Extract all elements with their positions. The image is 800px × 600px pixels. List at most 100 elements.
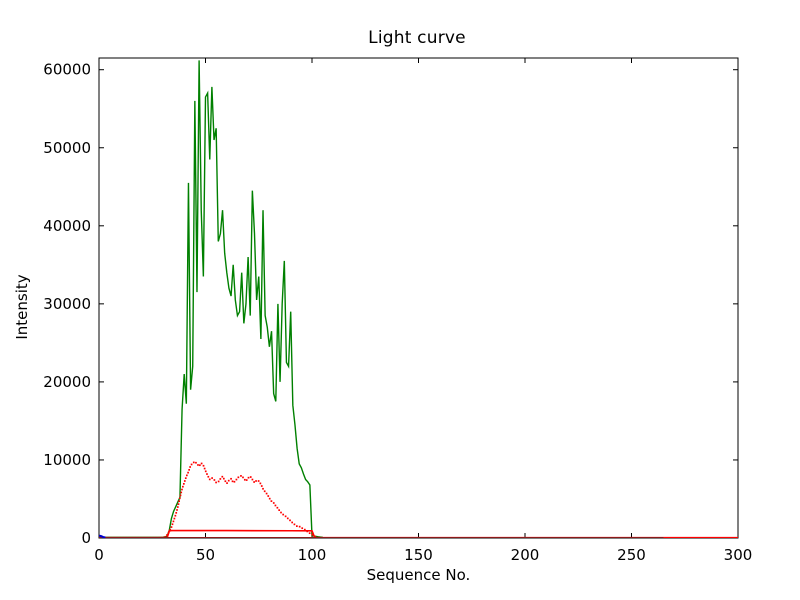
data-dot xyxy=(253,481,255,483)
data-dot xyxy=(303,528,306,531)
chart-title: Light curve xyxy=(0,28,800,48)
data-dot xyxy=(272,502,275,504)
data-dot xyxy=(298,525,301,528)
data-dot xyxy=(257,480,260,482)
y-tick-label: 60000 xyxy=(43,61,91,79)
data-dot xyxy=(262,487,264,490)
data-dot xyxy=(172,520,175,523)
data-dot xyxy=(171,523,174,526)
data-dot xyxy=(224,480,227,483)
data-dot xyxy=(284,515,287,518)
data-dot xyxy=(237,476,240,479)
data-dot xyxy=(243,478,246,481)
data-dot xyxy=(184,477,187,480)
data-dot xyxy=(176,509,178,511)
data-dot xyxy=(182,485,184,488)
data-dot xyxy=(213,479,216,481)
series-red-solid-step xyxy=(99,529,738,538)
data-dot xyxy=(291,521,294,524)
data-dot xyxy=(170,526,173,528)
x-tick-label: 100 xyxy=(298,546,327,564)
data-dot xyxy=(166,534,168,536)
data-dot xyxy=(311,533,314,536)
data-dot xyxy=(240,475,242,477)
data-dot xyxy=(251,478,254,481)
data-dot xyxy=(276,506,279,509)
data-dot xyxy=(182,482,185,485)
y-tick-label: 40000 xyxy=(43,217,91,235)
data-dot xyxy=(176,506,179,508)
x-tick-label: 200 xyxy=(511,546,540,564)
data-dot xyxy=(267,495,270,497)
y-axis-label: Intensity xyxy=(13,274,31,340)
data-dot xyxy=(183,480,186,482)
data-dot xyxy=(245,479,248,481)
data-dot xyxy=(207,475,210,478)
data-dot xyxy=(242,476,244,479)
data-dot xyxy=(195,461,197,464)
y-tick-label: 20000 xyxy=(43,373,91,391)
data-dot xyxy=(178,500,180,503)
data-dot xyxy=(265,492,268,495)
data-dot xyxy=(295,525,298,527)
data-dot xyxy=(247,476,250,479)
data-dot xyxy=(203,467,206,470)
x-tick-label: 0 xyxy=(94,546,104,564)
data-dot xyxy=(301,527,304,530)
x-tick-label: 250 xyxy=(617,546,646,564)
data-dot xyxy=(174,514,177,517)
data-dot xyxy=(222,477,225,480)
data-dot xyxy=(308,532,311,535)
y-tick-label: 0 xyxy=(81,529,91,547)
data-series-layer xyxy=(99,60,738,538)
x-tick-label: 300 xyxy=(724,546,753,564)
data-dot xyxy=(192,461,195,464)
y-axis-ticks: 0 10000 20000 30000 40000 50000 60000 xyxy=(43,61,738,547)
y-tick-label: 10000 xyxy=(43,451,91,469)
data-dot xyxy=(179,494,182,497)
y-tick-label: 50000 xyxy=(43,139,91,157)
data-dot xyxy=(215,481,217,484)
data-dot xyxy=(280,511,282,514)
data-dot xyxy=(268,497,271,500)
data-dot xyxy=(221,475,224,478)
data-dot xyxy=(188,468,191,471)
data-dot xyxy=(217,480,220,483)
data-dot xyxy=(181,488,183,491)
x-axis-label: Sequence No. xyxy=(366,566,471,584)
data-dot xyxy=(293,523,296,526)
data-dot xyxy=(211,477,213,479)
data-dot xyxy=(260,485,263,487)
data-dot xyxy=(204,470,207,473)
x-tick-label: 50 xyxy=(196,546,215,564)
x-axis-ticks: 0 50 100 150 200 250 300 xyxy=(94,58,752,564)
data-dot xyxy=(274,504,277,507)
data-dot xyxy=(227,479,230,482)
data-dot xyxy=(199,464,201,467)
data-dot xyxy=(286,517,289,520)
y-tick-label: 30000 xyxy=(43,295,91,313)
data-dot xyxy=(173,517,176,520)
data-dot xyxy=(230,477,232,480)
chart-title-text: Light curve xyxy=(368,28,466,48)
data-dot xyxy=(169,528,172,531)
data-dot xyxy=(197,464,199,466)
data-dot xyxy=(259,482,262,485)
data-dot xyxy=(231,480,234,483)
data-dot xyxy=(249,476,252,478)
data-dot xyxy=(235,478,238,481)
data-dot xyxy=(263,490,266,493)
data-dot xyxy=(289,519,291,522)
x-tick-label: 150 xyxy=(404,546,433,564)
data-dot xyxy=(190,463,193,466)
data-dot xyxy=(233,480,236,483)
data-dot xyxy=(226,482,228,484)
data-dot xyxy=(255,480,257,482)
data-dot xyxy=(200,462,203,465)
data-dot xyxy=(270,500,273,502)
data-dot xyxy=(175,511,178,514)
data-dot xyxy=(187,471,189,474)
data-dot xyxy=(180,491,183,494)
data-dot xyxy=(208,478,211,481)
